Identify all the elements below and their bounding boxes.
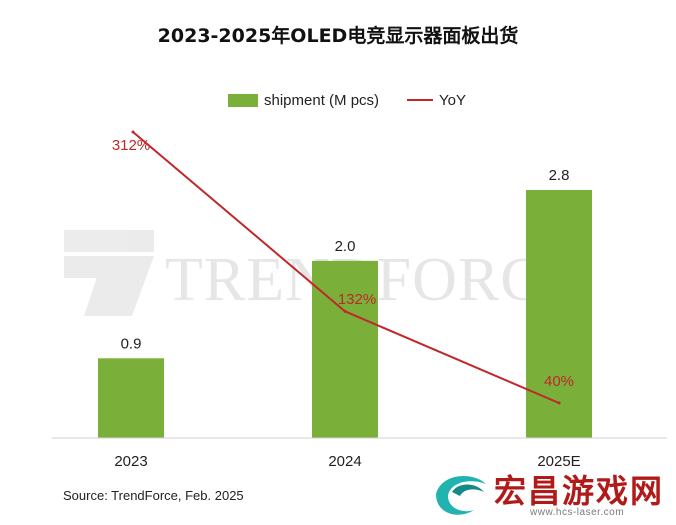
legend-bar-swatch — [228, 93, 258, 107]
legend-line-swatch — [407, 99, 434, 101]
category-label: 2025E — [537, 453, 580, 470]
yoy-value-label: 312% — [112, 137, 150, 154]
yoy-value-label: 40% — [544, 373, 574, 390]
category-label: 2024 — [328, 453, 361, 470]
yoy-point — [343, 309, 347, 313]
site-watermark-text: 宏昌游戏网 — [494, 472, 665, 510]
legend-line-label: YoY — [439, 91, 467, 109]
bar-2023 — [98, 358, 164, 438]
site-watermark-url: www.hcs-laser.com — [530, 507, 625, 518]
chart-title: 2023-2025年OLED电竞显示器面板出货 — [157, 25, 519, 47]
yoy-value-label: 132% — [338, 291, 376, 308]
yoy-point — [131, 130, 135, 134]
source-note: Source: TrendForce, Feb. 2025 — [63, 488, 244, 503]
legend-bar-label: shipment (M pcs) — [264, 91, 380, 109]
bar-2024 — [312, 260, 378, 438]
bar-value-label: 0.9 — [121, 335, 142, 352]
yoy-point — [557, 401, 561, 405]
bar-value-label: 2.0 — [335, 238, 356, 255]
bar-value-label: 2.8 — [549, 167, 570, 184]
bar-2025E — [526, 190, 592, 438]
category-label: 2023 — [114, 453, 147, 470]
legend: shipment (M pcs) YoY — [228, 89, 466, 111]
site-watermark-logo — [436, 475, 486, 515]
